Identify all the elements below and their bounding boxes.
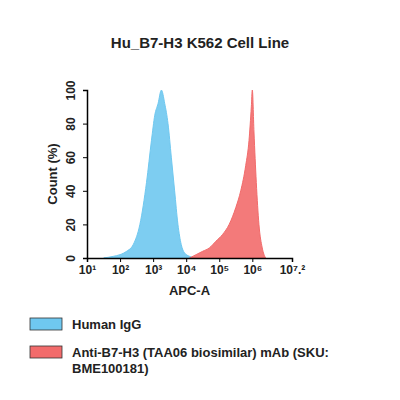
legend-label: Anti-B7-H3 (TAA06 biosimilar) mAb (SKU:B…: [72, 345, 329, 376]
x-tick: 10¹: [79, 258, 96, 277]
legend-label: Human IgG: [72, 317, 141, 332]
x-tick: 10⁶: [243, 258, 262, 277]
x-tick-mark: [186, 258, 187, 262]
x-tick-mark: [292, 258, 293, 262]
x-tick: 10³: [145, 258, 162, 277]
plot-area: [104, 90, 266, 258]
x-tick-mark: [219, 258, 220, 262]
y-tick: 0: [64, 255, 87, 262]
x-tick-label: 10³: [145, 263, 162, 277]
y-tick-mark: [83, 90, 87, 91]
x-tick: 10⁷.²: [280, 258, 306, 277]
x-tick: 10⁴: [177, 258, 196, 277]
y-tick-mark: [83, 124, 87, 125]
y-tick-mark: [83, 191, 87, 192]
x-tick-mark: [153, 258, 154, 262]
legend: Human IgG Anti-B7-H3 (TAA06 biosimilar) m…: [30, 317, 329, 376]
y-tick: 80: [64, 117, 87, 131]
histogram-area: [190, 90, 266, 258]
x-tick-label: 10¹: [79, 263, 96, 277]
y-axis: 0 20 40 60 80 100: [64, 80, 88, 262]
x-axis-line: [88, 259, 293, 263]
y-tick-label: 60: [64, 151, 78, 165]
chart: Hu_B7-H3 K562 Cell Line10¹10²10³10⁴10⁵10…: [0, 0, 400, 400]
x-tick-label: 10⁶: [243, 263, 262, 277]
x-tick-label: 10⁴: [177, 263, 196, 277]
x-tick-mark: [120, 258, 121, 262]
x-tick: 10²: [112, 258, 129, 277]
x-tick: 10⁵: [210, 258, 229, 277]
y-tick-label: 20: [64, 218, 78, 232]
x-axis: 10¹ 10² 10³ 10⁴ 10⁵ 10⁶ 10⁷.²: [79, 258, 305, 277]
x-tick-label: 10²: [112, 263, 129, 277]
x-tick-mark: [252, 258, 253, 262]
x-axis-title: APC-A: [169, 283, 211, 298]
y-tick: 100: [64, 80, 87, 100]
y-tick-mark: [83, 224, 87, 225]
y-axis-line: [83, 91, 88, 259]
y-tick-mark: [83, 157, 87, 158]
y-tick-label: 40: [64, 184, 78, 198]
y-tick-mark: [83, 258, 87, 259]
y-tick: 60: [64, 151, 87, 165]
y-tick-label: 80: [64, 117, 78, 131]
y-tick: 40: [64, 184, 87, 198]
y-tick: 20: [64, 218, 87, 232]
y-tick-label: 0: [64, 255, 78, 262]
x-tick-label: 10⁷.²: [280, 263, 306, 277]
title: Hu_B7-H3 K562 Cell Line: [111, 34, 289, 51]
legend-swatch: [30, 346, 62, 358]
y-axis-title: Count (%): [45, 143, 60, 204]
legend-swatch: [30, 318, 62, 330]
x-tick-label: 10⁵: [210, 263, 229, 277]
y-tick-label: 100: [64, 80, 78, 100]
histogram-area: [104, 90, 196, 258]
